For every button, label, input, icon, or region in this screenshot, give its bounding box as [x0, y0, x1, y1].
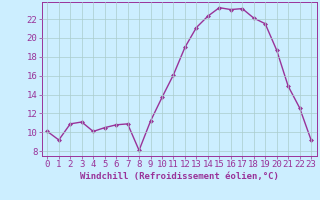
X-axis label: Windchill (Refroidissement éolien,°C): Windchill (Refroidissement éolien,°C): [80, 172, 279, 181]
